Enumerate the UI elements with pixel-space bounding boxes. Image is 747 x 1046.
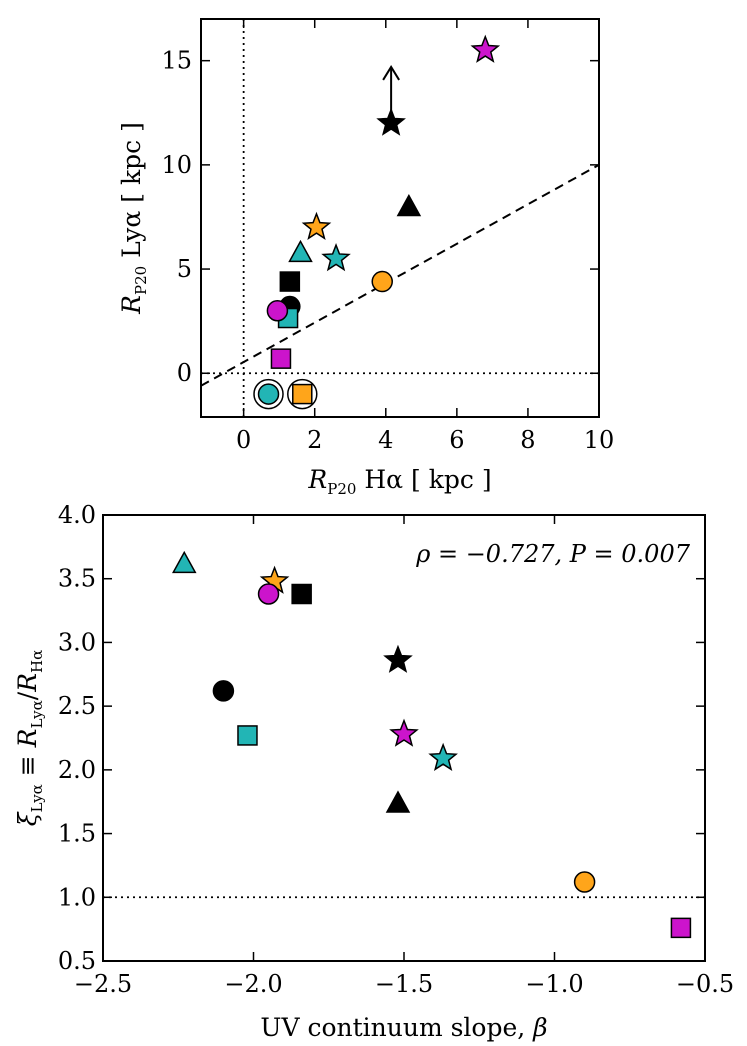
data-point-black-triangle [385, 790, 411, 813]
y-tick-label: 15 [161, 47, 192, 75]
axis-ticks-top: 0 2 4 6 8 10 0 5 10 15 [161, 19, 614, 454]
y-tick-label: 4.0 [58, 501, 96, 529]
x-tick-label: 8 [520, 426, 535, 454]
correlation-annotation: ρ = −0.727, P = 0.007 [415, 540, 691, 568]
x-tick-label: −1.0 [525, 970, 583, 998]
y-tick-label: 3.0 [58, 628, 96, 656]
data-point-black-star [376, 107, 406, 136]
plot-frame-top [200, 18, 600, 418]
data-points-bottom [172, 550, 692, 939]
data-point-cyan-square [237, 725, 258, 746]
x-tick-label: 0 [236, 426, 251, 454]
data-point-magenta-star [389, 718, 419, 747]
data-point-magenta-circle [266, 299, 289, 322]
data-point-black-triangle [396, 193, 422, 217]
panel-bottom-scatter: −2.5 −2.0 −1.5 −1.0 −0.5 0.5 1.0 1.5 2.0 2.5 3.0 3.… [13, 501, 734, 1042]
y-tick-label: 3.5 [58, 565, 96, 593]
lower-limit-arrowhead [382, 65, 400, 81]
data-point-cyan-circle-ring [253, 378, 284, 410]
x-tick-label: −2.0 [224, 970, 282, 998]
x-tick-label: 4 [378, 426, 393, 454]
x-axis-label-bottom: UV continuum slope, β [260, 1013, 547, 1042]
y-tick-label: 5 [177, 255, 192, 283]
data-point-cyan-star [428, 742, 458, 771]
data-point-orange-square-ring [287, 378, 318, 410]
y-tick-label: 2.0 [58, 756, 96, 784]
y-tick-label: 0 [177, 359, 192, 387]
data-point-black-square [279, 271, 301, 292]
data-point-magenta-circle [257, 583, 280, 605]
data-point-cyan-triangle [288, 239, 313, 263]
axis-ticks-bottom: −2.5 −2.0 −1.5 −1.0 −0.5 0.5 1.0 1.5 2.0 2.5 3.0 3.… [58, 501, 734, 998]
y-tick-label: 10 [161, 151, 192, 179]
data-point-cyan-triangle [172, 550, 197, 574]
data-point-orange-star [301, 211, 332, 240]
panel-top-scatter: 0 2 4 6 8 10 0 5 10 15 RP20 Hα [ kpc ] RP20 Lyα [… [117, 18, 614, 498]
data-point-orange-circle [573, 871, 596, 893]
x-tick-label: 10 [584, 426, 615, 454]
y-tick-label: 2.5 [58, 692, 96, 720]
y-axis-label-bottom: ξLyα ≡ RLyα/RHα [13, 650, 46, 827]
x-tick-label: −1.5 [375, 970, 433, 998]
y-tick-label: 0.5 [58, 947, 96, 975]
data-point-cyan-star [321, 243, 351, 272]
x-tick-label: −0.5 [676, 970, 734, 998]
x-tick-label: 2 [307, 426, 322, 454]
data-point-magenta-square [670, 917, 692, 939]
dashed-line-0 [200, 163, 600, 387]
reference-lines-top [200, 19, 600, 417]
x-tick-label: 6 [449, 426, 464, 454]
data-point-magenta-square [270, 348, 292, 369]
data-point-orange-circle [371, 270, 393, 293]
y-tick-label: 1.0 [58, 883, 96, 911]
data-point-black-square [291, 583, 312, 605]
y-axis-label-top: RP20 Lyα [ kpc ] [117, 122, 150, 315]
y-tick-label: 1.5 [58, 820, 96, 848]
data-point-black-circle [212, 680, 235, 702]
data-points-top [253, 34, 501, 410]
data-point-orange-square [292, 383, 313, 405]
data-point-cyan-circle [257, 383, 280, 405]
data-point-black-star [383, 644, 413, 673]
x-axis-label-top: RP20 Hα [ kpc ] [307, 465, 491, 498]
data-point-magenta-star [470, 34, 501, 63]
x-tick-label: −2.5 [74, 970, 132, 998]
